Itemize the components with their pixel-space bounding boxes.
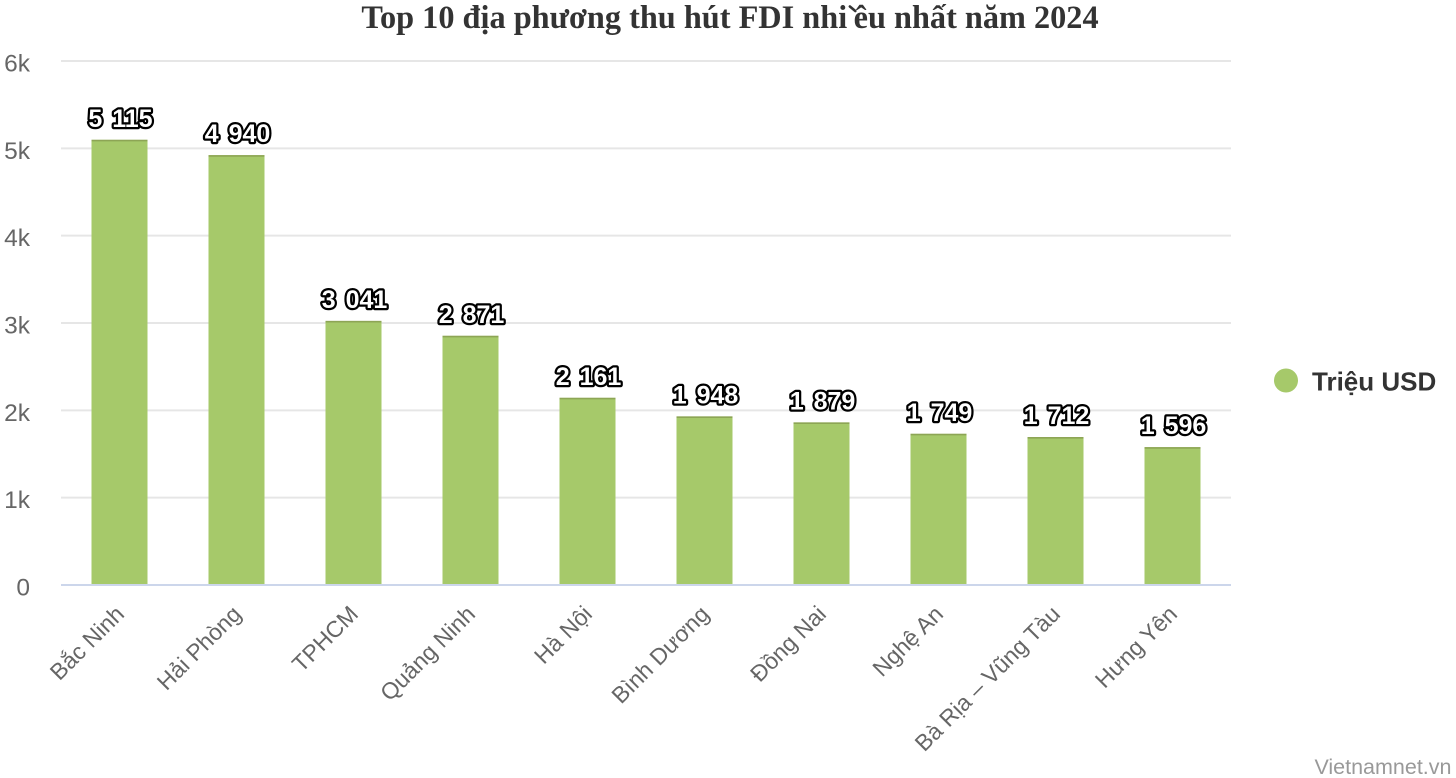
- svg-text:1 712: 1 712: [1024, 402, 1090, 430]
- svg-text:6k: 6k: [4, 51, 31, 78]
- svg-text:3k: 3k: [4, 313, 31, 340]
- svg-text:1 948: 1 948: [673, 381, 739, 409]
- svg-text:1 749: 1 749: [907, 399, 973, 427]
- svg-text:Triệu USD: Triệu USD: [1312, 367, 1436, 397]
- svg-text:2 161: 2 161: [556, 363, 622, 391]
- svg-text:5 115: 5 115: [88, 105, 152, 133]
- svg-text:4k: 4k: [4, 225, 31, 252]
- svg-text:1k: 1k: [4, 487, 31, 514]
- svg-text:3 041: 3 041: [322, 286, 388, 314]
- svg-text:0: 0: [16, 574, 30, 601]
- svg-text:2 871: 2 871: [439, 301, 505, 329]
- svg-text:4 940: 4 940: [205, 120, 271, 148]
- svg-text:Top 10 địa phương thu hút FDI: Top 10 địa phương thu hút FDI nhi êu nhấ…: [361, 0, 1098, 35]
- svg-text:Vietnamnet.vn: Vietnamnet.vn: [1314, 755, 1451, 778]
- svg-text:2k: 2k: [4, 400, 31, 427]
- svg-text:1 879: 1 879: [790, 387, 856, 415]
- svg-text:5k: 5k: [4, 138, 31, 165]
- svg-text:1 596: 1 596: [1141, 412, 1207, 440]
